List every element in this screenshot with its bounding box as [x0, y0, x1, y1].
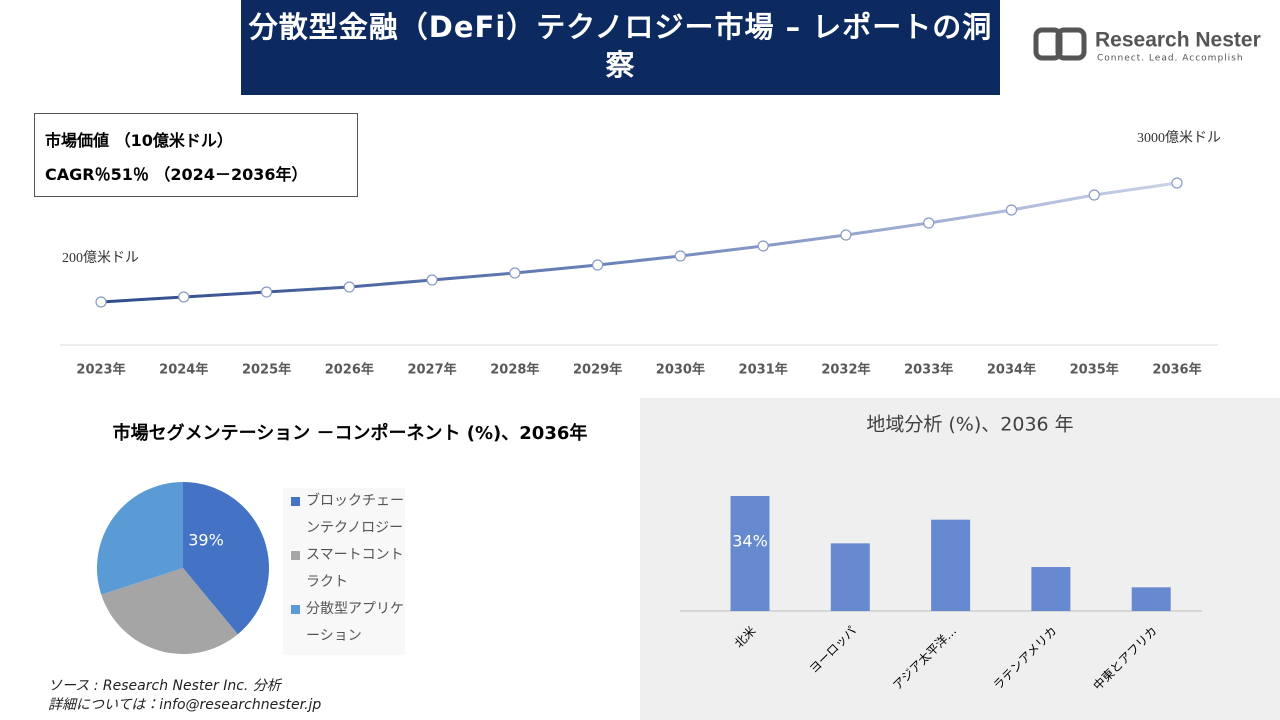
legend-swatch [291, 551, 300, 560]
footer: ソース : Research Nester Inc. 分析 詳細については：in… [48, 677, 321, 715]
legend-label: ブロックチェーンテクノロジー [306, 493, 404, 536]
point [1088, 189, 1100, 201]
legend-item: スマートコントラクト [283, 542, 405, 596]
bar [931, 519, 971, 611]
point [674, 250, 686, 262]
x-tick-label: 2035年 [1070, 362, 1119, 378]
point [509, 267, 521, 279]
bar [730, 496, 770, 611]
point [343, 281, 355, 293]
x-tick-label: 2027年 [407, 362, 456, 378]
legend-item: 分散型アプリケーション [283, 596, 405, 650]
legend-item: ブロックチェーンテクノロジー [283, 488, 405, 542]
info-line: 市場価値 （10億米ドル） [45, 131, 233, 150]
pie-slice [183, 482, 270, 635]
bar [1031, 567, 1071, 611]
point [178, 291, 190, 303]
header-title: 分散型金融（DeFi）テクノロジー市場 – レポートの洞察 [241, 0, 1000, 95]
point [1005, 204, 1018, 216]
x-tick-label: 2030年 [656, 362, 705, 378]
logo-name: Research Nester [1095, 29, 1261, 52]
x-tick-label: 2036年 [1152, 362, 1201, 378]
line [100, 181, 1178, 304]
point [923, 217, 935, 229]
info-box: 市場価値 （10億米ドル） CAGR％51％ （2024－2036年） [34, 113, 358, 197]
logo: Research Nester Connect. Lead. Accomplis… [1033, 27, 1261, 64]
legend-label: スマートコントラクト [306, 547, 404, 590]
legend: ブロックチェーンテクノロジー スマートコントラクト 分散型アプリケーション [283, 488, 405, 655]
x-tick-label: 2033年 [904, 362, 953, 378]
x-tick-label: 2028年 [490, 362, 539, 378]
pie-slice [101, 568, 238, 654]
pie-slice [96, 482, 183, 595]
pie-title: 市場セグメンテーション －コンポーネント (%)、2036年 [113, 422, 588, 444]
legend-swatch [291, 497, 300, 506]
value-label: 39% [188, 531, 224, 550]
x-tick-label: 2029年 [573, 362, 622, 378]
info-line: CAGR％51％ （2024－2036年） [45, 165, 308, 184]
point [95, 296, 107, 308]
x-tick-label: 2032年 [821, 362, 870, 378]
legend-swatch [291, 605, 300, 614]
x-tick-label: 2023年 [76, 362, 125, 378]
point [1171, 177, 1183, 189]
point [840, 229, 852, 241]
value-label: 34% [732, 532, 768, 551]
point [426, 274, 438, 286]
contact: 詳細については：info@researchnester.jp [48, 697, 322, 713]
x-tick-label: 2031年 [739, 362, 788, 378]
legend-label: 分散型アプリケーション [306, 601, 404, 644]
point [260, 286, 273, 298]
x-tick-label: 2024年 [159, 362, 208, 378]
point [757, 240, 769, 252]
logo-tagline: Connect. Lead. Accomplish [1097, 54, 1244, 64]
value-label: 3000億米ドル [1137, 130, 1221, 146]
bar-title: 地域分析 (%)、2036 年 [866, 414, 1073, 436]
value-label: 200億米ドル [62, 250, 139, 266]
point [592, 259, 604, 271]
bar [830, 543, 870, 611]
bar [1131, 587, 1171, 611]
x-tick-label: 2026年 [325, 362, 374, 378]
source: ソース : Research Nester Inc. 分析 [48, 678, 281, 694]
x-tick-label: 2034年 [987, 362, 1036, 378]
x-tick-label: 2025年 [242, 362, 291, 378]
